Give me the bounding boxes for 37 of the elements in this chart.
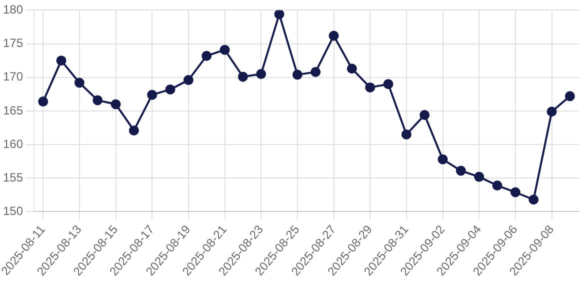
y-tick-label: 160 (2, 136, 24, 151)
y-tick-label: 180 (2, 2, 24, 17)
point (56, 56, 66, 66)
point (510, 187, 520, 198)
point (165, 84, 176, 94)
point (310, 67, 321, 77)
point (256, 69, 266, 80)
point (38, 96, 48, 107)
point (492, 180, 502, 191)
point (564, 91, 575, 102)
point (383, 79, 394, 90)
point (274, 10, 284, 20)
point (128, 125, 139, 136)
point (147, 90, 158, 100)
point (438, 154, 448, 164)
point (328, 30, 339, 41)
point (220, 44, 230, 55)
point (546, 106, 557, 117)
point (528, 194, 539, 205)
y-tick-label: 155 (2, 170, 24, 184)
point (110, 99, 121, 110)
point (474, 172, 484, 182)
point (365, 82, 376, 92)
point (92, 95, 103, 106)
point (346, 64, 357, 74)
y-tick-label: 175 (2, 36, 24, 50)
y-tick-label: 150 (2, 204, 24, 218)
y-tick-label: 170 (2, 70, 24, 84)
point (456, 166, 466, 176)
point (183, 75, 194, 86)
point (202, 50, 212, 61)
point (74, 78, 84, 88)
point (420, 110, 430, 120)
point (238, 72, 248, 82)
point (401, 129, 412, 140)
point (292, 70, 302, 80)
y-tick-label: 165 (2, 103, 24, 118)
